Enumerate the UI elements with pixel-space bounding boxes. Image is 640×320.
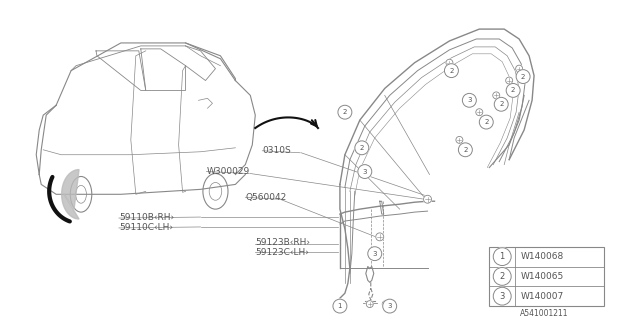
Text: 59123B‹RH›: 59123B‹RH› (255, 238, 310, 247)
Text: 3: 3 (499, 292, 505, 301)
Text: W140065: W140065 (521, 272, 564, 281)
Text: 59110C‹LH›: 59110C‹LH› (119, 223, 173, 232)
Circle shape (476, 109, 483, 116)
Circle shape (506, 77, 513, 84)
Circle shape (376, 233, 384, 241)
Text: 2: 2 (360, 145, 364, 151)
Circle shape (494, 97, 508, 111)
Text: W140068: W140068 (521, 252, 564, 261)
Text: 2: 2 (463, 147, 468, 153)
Circle shape (506, 84, 520, 97)
Circle shape (355, 141, 369, 155)
Circle shape (446, 59, 453, 66)
Circle shape (338, 105, 352, 119)
Circle shape (368, 247, 381, 260)
Text: 2: 2 (511, 87, 515, 93)
Text: 3: 3 (372, 251, 377, 257)
Text: 59123C‹LH›: 59123C‹LH› (255, 248, 309, 257)
Text: W140007: W140007 (521, 292, 564, 301)
Text: 2: 2 (342, 109, 347, 115)
Text: 0310S: 0310S (262, 146, 291, 155)
Circle shape (358, 164, 372, 179)
Circle shape (493, 268, 511, 285)
Circle shape (382, 301, 389, 308)
Circle shape (493, 92, 500, 99)
Circle shape (516, 70, 530, 84)
Text: 1: 1 (500, 252, 505, 261)
Circle shape (456, 136, 463, 143)
Text: 2: 2 (484, 119, 488, 125)
Polygon shape (61, 170, 79, 219)
Circle shape (366, 301, 373, 308)
Text: 2: 2 (521, 74, 525, 80)
Circle shape (424, 195, 431, 203)
Text: 2: 2 (449, 68, 454, 74)
Text: Q560042: Q560042 (245, 193, 287, 202)
Bar (489, 247, 604, 306)
Text: 1: 1 (338, 303, 342, 309)
Circle shape (462, 93, 476, 107)
Circle shape (493, 287, 511, 305)
Text: 59110B‹RH›: 59110B‹RH› (119, 212, 174, 221)
Text: 2: 2 (499, 101, 504, 107)
Circle shape (479, 115, 493, 129)
Circle shape (383, 299, 397, 313)
Text: W300029: W300029 (207, 167, 250, 176)
Text: 3: 3 (467, 97, 472, 103)
Circle shape (516, 65, 523, 72)
Circle shape (493, 248, 511, 266)
Text: 3: 3 (362, 169, 367, 174)
Circle shape (458, 143, 472, 157)
Circle shape (444, 64, 458, 77)
Circle shape (333, 299, 347, 313)
Text: A541001211: A541001211 (520, 308, 568, 317)
Text: 2: 2 (500, 272, 505, 281)
Text: 3: 3 (387, 303, 392, 309)
